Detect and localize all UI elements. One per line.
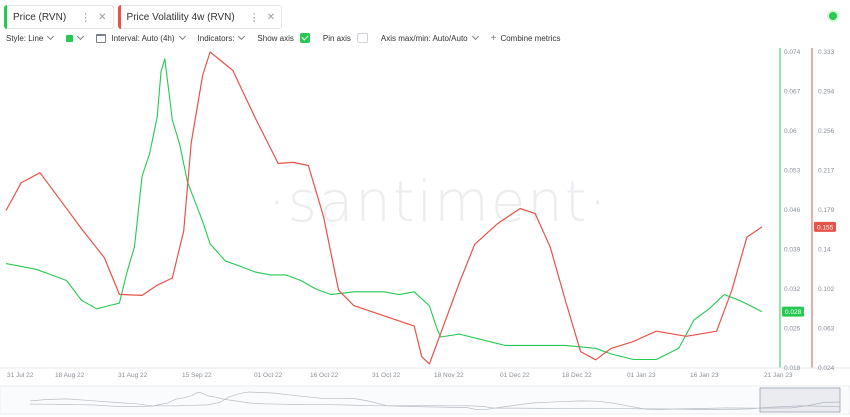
navigator-window-handle [759, 387, 841, 413]
tab-volatility-label: Price Volatility 4w (RVN) [126, 11, 235, 23]
color-picker[interactable] [66, 32, 85, 42]
x-tick-label: 21 Jan 23 [764, 372, 793, 379]
volatility-y-tick-label: 0.256 [818, 128, 835, 135]
x-tick-label: 31 Jul 22 [7, 372, 34, 379]
tab-price[interactable]: Price (RVN) ⋮ ✕ [4, 5, 114, 29]
checkbox-unchecked-icon[interactable] [356, 33, 368, 43]
pin-axis-label: Pin axis [322, 33, 351, 43]
tab-price-menu-icon[interactable]: ⋮ [80, 11, 91, 24]
indicators-label: Indicators: [197, 33, 235, 43]
price-series-line [5, 58, 763, 361]
tab-volatility-menu-icon[interactable]: ⋮ [248, 11, 260, 24]
navigator-volatility-line [29, 391, 841, 411]
price-y-tick-label: 0.053 [784, 168, 801, 175]
x-tick-label: 01 Jan 23 [627, 372, 656, 379]
x-tick-label: 18 Nov 22 [434, 372, 464, 379]
indicators-dropdown[interactable]: Indicators: [197, 32, 246, 43]
tab-volatility-close-icon[interactable]: ✕ [266, 11, 276, 23]
axis-minmax-dropdown[interactable]: Axis max/min: Auto/Auto [380, 32, 479, 43]
price-y-tick-label: 0.067 [784, 89, 801, 96]
color-swatch-icon [66, 34, 74, 42]
volatility-y-tick-label: 0.179 [818, 207, 835, 214]
tab-price-accent [4, 5, 7, 29]
price-y-tick-label: 0.06 [784, 128, 797, 135]
price-y-tick-label: 0.039 [784, 247, 801, 254]
interval-dropdown[interactable]: Interval: Auto (4h) [96, 32, 186, 43]
volatility-y-tick-label: 0.024 [818, 365, 835, 372]
volatility-last-value-badge [814, 221, 836, 232]
price-y-tick-label: 0.018 [784, 365, 801, 372]
pin-axis-toggle[interactable]: Pin axis [323, 33, 368, 43]
x-tick-label: 31 Oct 22 [372, 372, 401, 379]
volatility-y-tick-label: 0.063 [818, 326, 835, 333]
axis-minmax-label: Axis max/min: Auto/Auto [380, 33, 468, 43]
combine-metrics-label: Combine metrics [500, 33, 561, 43]
show-axis-toggle[interactable]: Show axis [257, 33, 310, 43]
x-tick-label: 18 Dec 22 [562, 372, 592, 379]
volatility-y-tick-label: 0.14 [818, 247, 831, 254]
volatility-y-tick-label: 0.294 [818, 89, 835, 96]
tab-price-close-icon[interactable]: ✕ [98, 11, 107, 23]
show-axis-label: Show axis [257, 33, 294, 43]
volatility-y-tick-label: 0.333 [818, 49, 835, 56]
santiment-watermark: ·santiment· [268, 170, 609, 235]
calendar-icon [96, 33, 107, 43]
price-y-tick-label: 0.025 [784, 326, 801, 333]
volatility-y-tick-label: 0.102 [818, 286, 835, 293]
x-tick-label: 16 Jan 23 [690, 372, 719, 379]
x-tick-label: 15 Sep 22 [182, 372, 212, 379]
price-y-tick-label: 0.046 [784, 207, 801, 214]
tab-volatility[interactable]: Price Volatility 4w (RVN) ⋮ ✕ [117, 5, 283, 29]
volatility-series-line [5, 51, 763, 365]
price-y-tick-label: 0.032 [784, 286, 801, 293]
price-last-value-text: 0.028 [785, 309, 802, 316]
live-status-icon [829, 12, 837, 20]
volatility-y-tick-label: 0.217 [818, 168, 835, 175]
x-tick-label: 16 Oct 22 [310, 372, 339, 379]
tab-price-label: Price (RVN) [13, 11, 67, 23]
chart-toolbar: Style: Line Interval: Auto (4h) Indicato… [6, 31, 573, 45]
x-tick-label: 18 Aug 22 [55, 372, 85, 379]
style-dropdown[interactable]: Style: Line [6, 32, 55, 43]
x-tick-label: 01 Oct 22 [254, 372, 283, 379]
combine-metrics-button[interactable]: + Combine metrics [491, 33, 561, 44]
checkbox-checked-icon[interactable] [299, 33, 310, 43]
style-label: Style: Line [6, 33, 44, 43]
volatility-last-value-text: 0.155 [817, 224, 834, 231]
metric-tabs: Price (RVN) ⋮ ✕ Price Volatility 4w (RVN… [4, 5, 283, 29]
plus-icon: + [490, 32, 497, 44]
x-tick-label: 31 Aug 22 [118, 372, 148, 379]
price-y-tick-label: 0.074 [784, 49, 801, 56]
interval-label: Interval: Auto (4h) [111, 33, 175, 43]
x-tick-label: 01 Dec 22 [500, 372, 530, 379]
tab-volatility-accent [117, 5, 121, 29]
price-last-value-badge [782, 306, 804, 317]
